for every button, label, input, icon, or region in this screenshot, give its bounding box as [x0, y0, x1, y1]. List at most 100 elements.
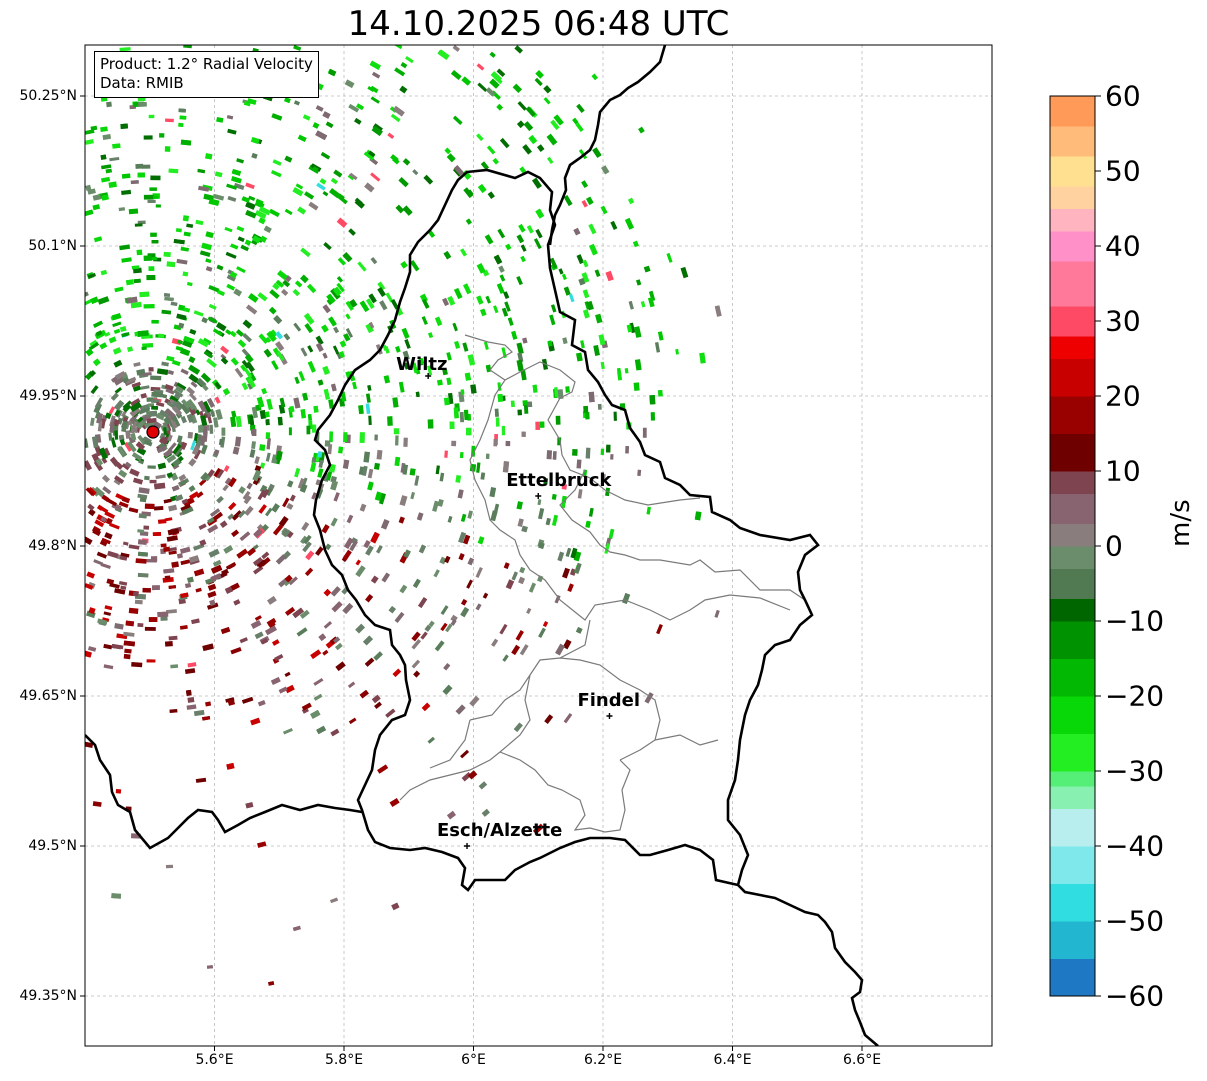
echo-cell — [148, 617, 158, 622]
echo-cell — [289, 405, 295, 413]
echo-cell — [180, 139, 192, 146]
echo-cell — [284, 684, 295, 694]
echo-cell — [229, 582, 240, 592]
echo-cell — [283, 97, 291, 104]
lat-tick-label: 49.35°N — [19, 988, 77, 1004]
echo-cell — [207, 517, 215, 524]
echo-cell — [465, 218, 473, 225]
echo-cell — [467, 557, 475, 566]
echo-cell — [374, 491, 383, 501]
echo-cell — [130, 398, 141, 407]
echo-cell — [452, 322, 458, 332]
echo-cell — [458, 531, 466, 544]
echo-cell — [205, 701, 212, 707]
echo-cell — [591, 73, 599, 81]
echo-cell — [499, 623, 508, 635]
echo-cell — [241, 196, 251, 203]
echo-cell — [193, 310, 204, 317]
echo-cell — [453, 165, 465, 176]
echo-cell — [231, 529, 240, 538]
echo-cell — [582, 289, 590, 299]
echo-cell — [197, 338, 209, 348]
echo-cell — [486, 145, 496, 155]
echo-cell — [198, 523, 207, 530]
echo-cell — [575, 352, 583, 362]
echo-cell — [322, 649, 329, 656]
echo-cell — [137, 416, 144, 423]
echo-cell — [302, 541, 312, 553]
echo-cell — [180, 592, 189, 599]
echo-cell — [347, 681, 356, 689]
echo-cell — [122, 400, 132, 410]
echo-cell — [365, 403, 371, 414]
echo-cell — [141, 346, 147, 351]
echo-cell — [261, 551, 270, 560]
echo-cell — [180, 402, 191, 415]
echo-cell — [250, 717, 261, 726]
echo-cell — [162, 421, 170, 432]
echo-cell — [202, 337, 212, 346]
echo-cell — [374, 701, 382, 709]
echo-cell — [330, 288, 341, 300]
echo-cell — [181, 398, 191, 409]
echo-cell — [99, 540, 108, 547]
echo-cell — [169, 709, 178, 713]
echo-cell — [526, 607, 532, 615]
echo-cell — [143, 255, 152, 261]
echo-cell — [297, 478, 305, 489]
city-marker — [464, 843, 471, 849]
echo-cell — [440, 622, 448, 632]
echo-cell — [373, 462, 380, 470]
echo-cell — [490, 71, 502, 83]
echo-cell — [392, 397, 399, 408]
echo-cell — [185, 399, 197, 411]
echo-cell — [93, 460, 104, 472]
echo-cell — [585, 520, 591, 528]
echo-cell — [310, 709, 321, 719]
echo-cell — [307, 345, 314, 353]
echo-cell — [171, 561, 179, 568]
echo-cell — [617, 371, 623, 381]
echo-cell — [563, 195, 573, 206]
echo-cell — [476, 462, 481, 473]
echo-cell — [562, 639, 572, 650]
echo-cell — [248, 195, 256, 201]
echo-cell — [377, 764, 389, 774]
echo-cell — [550, 304, 557, 313]
echo-cell — [230, 357, 239, 366]
echo-cell — [321, 324, 329, 333]
echo-cell — [355, 565, 366, 578]
echo-cell — [245, 201, 256, 210]
echo-cell — [421, 316, 428, 325]
echo-cell — [193, 709, 205, 717]
echo-cell — [94, 445, 103, 457]
echo-cell — [572, 117, 579, 125]
echo-cell — [126, 296, 138, 304]
echo-cell — [345, 300, 354, 311]
radar-echoes — [85, 45, 722, 986]
echo-cell — [436, 379, 443, 386]
echo-cell — [155, 412, 165, 421]
echo-cell — [113, 328, 121, 335]
echo-cell — [501, 425, 506, 436]
echo-cell — [424, 624, 432, 632]
echo-cell — [227, 699, 235, 706]
echo-cell — [422, 298, 430, 309]
echo-cell — [312, 122, 320, 129]
echo-cell — [405, 56, 414, 64]
echo-cell — [125, 620, 135, 627]
echo-cell — [265, 625, 277, 636]
city-markers — [425, 373, 613, 849]
echo-cell — [131, 265, 140, 270]
colorbar-segment — [1050, 433, 1095, 472]
echo-cell — [656, 624, 663, 635]
echo-cell — [100, 126, 108, 132]
echo-cell — [179, 546, 191, 554]
echo-cell — [389, 798, 400, 807]
echo-cell — [268, 981, 275, 986]
echo-cell — [216, 116, 224, 123]
echo-cell — [315, 335, 324, 346]
echo-cell — [536, 144, 545, 152]
echo-cell — [491, 638, 499, 647]
echo-cell — [654, 341, 661, 353]
